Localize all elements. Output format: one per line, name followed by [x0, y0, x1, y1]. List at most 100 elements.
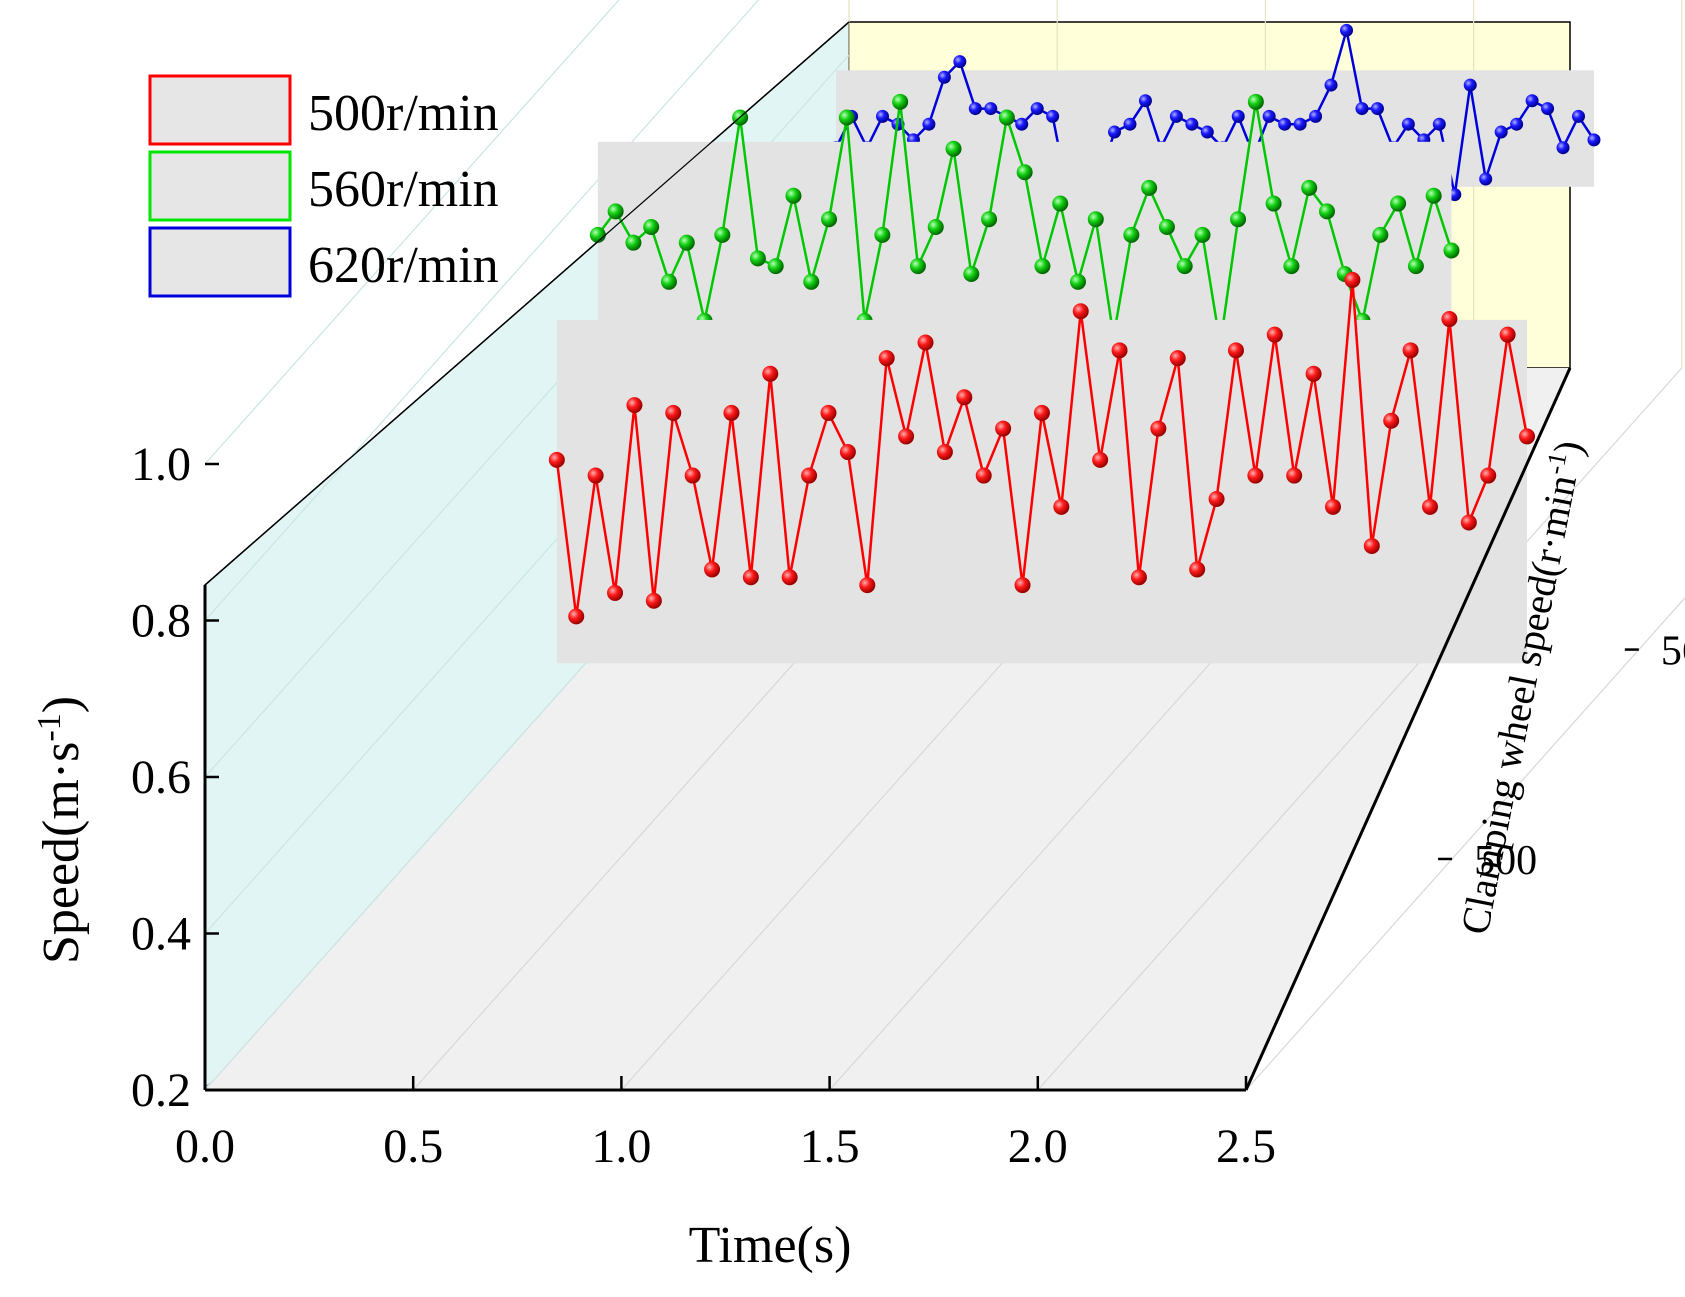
data-point [975, 467, 992, 484]
data-point [723, 404, 740, 421]
data-point [937, 70, 951, 84]
x-tick-label: 0.0 [175, 1120, 235, 1173]
z-tick-label: 500 [1474, 838, 1537, 884]
data-point [645, 592, 662, 609]
data-point [1158, 219, 1175, 236]
y-tick-label: 0.2 [131, 1064, 191, 1117]
data-point [1480, 467, 1497, 484]
floor-gridline [1037, 367, 1683, 1091]
y-tick-label: 0.8 [131, 595, 191, 648]
legend-label-620: 620r/min [308, 237, 499, 294]
data-point [1460, 514, 1477, 531]
data-point [625, 234, 642, 251]
data-point [1208, 491, 1225, 508]
data-point [1046, 109, 1060, 123]
data-point [1422, 498, 1439, 515]
data-point [917, 334, 934, 351]
data-point [762, 365, 779, 382]
legend-item-620[interactable]: 620r/min [148, 226, 499, 298]
data-point [626, 397, 643, 414]
data-point [1111, 342, 1128, 359]
data-point [1169, 350, 1186, 367]
legend-label-500: 500r/min [308, 85, 499, 142]
data-point [838, 109, 855, 126]
data-point [1363, 537, 1380, 554]
data-point [1016, 164, 1033, 181]
data-point [1189, 561, 1206, 578]
data-point [1344, 271, 1361, 288]
data-point [1169, 109, 1183, 123]
data-point [1247, 467, 1264, 484]
z-ticks: 500560620 [1438, 629, 1685, 884]
legend-label-560: 560r/min [308, 161, 499, 218]
data-point [1372, 226, 1389, 243]
data-point [956, 389, 973, 406]
data-point [1262, 109, 1276, 123]
legend-swatch-500 [148, 74, 292, 146]
data-point [892, 93, 909, 110]
data-point [968, 102, 982, 116]
data-point [587, 467, 604, 484]
data-point [1587, 133, 1601, 147]
x-ticks: 0.0 0.5 1.0 1.5 2.0 2.5 [175, 1076, 1276, 1173]
data-point [1293, 117, 1307, 131]
data-point [1230, 211, 1247, 228]
data-point [1070, 273, 1087, 290]
data-point [981, 211, 998, 228]
data-point [1052, 195, 1069, 212]
data-point [821, 211, 838, 228]
data-point [1479, 172, 1493, 186]
data-point [1556, 141, 1570, 155]
data-point [1499, 326, 1516, 343]
data-point [665, 404, 682, 421]
data-point [749, 250, 766, 267]
legend-item-500[interactable]: 500r/min [148, 74, 499, 146]
data-point [548, 451, 565, 468]
x-axis-title: Time(s) [689, 1217, 852, 1274]
data-point [643, 219, 660, 236]
series-layer [548, 23, 1601, 664]
data-point [1340, 23, 1354, 37]
data-point [742, 569, 759, 586]
data-point [1108, 125, 1122, 139]
data-point [1309, 109, 1323, 123]
data-point [1510, 117, 1524, 131]
data-point [1266, 326, 1283, 343]
series-line [834, 29, 1596, 204]
data-point [1185, 117, 1199, 131]
data-point [1463, 78, 1477, 92]
y-tick-label: 0.4 [131, 908, 191, 961]
y-axis-title-sup: -1 [31, 713, 68, 741]
legend-item-560[interactable]: 560r/min [148, 150, 499, 222]
data-point [1425, 187, 1442, 204]
data-point [945, 140, 962, 157]
data-point [878, 350, 895, 367]
back-top-edge [204, 21, 850, 586]
wall-gridline [204, 0, 620, 465]
data-point [1227, 342, 1244, 359]
data-point [998, 109, 1015, 126]
data-point [1265, 195, 1282, 212]
data-point [1318, 203, 1335, 220]
data-point [660, 273, 677, 290]
data-point [1401, 117, 1415, 131]
data-point [1383, 412, 1400, 429]
data-point [1443, 242, 1460, 259]
data-point [1034, 258, 1051, 275]
data-point [1278, 117, 1292, 131]
data-point [767, 258, 784, 275]
data-point [714, 226, 731, 243]
data-point [678, 234, 695, 251]
y-ticks: 0.2 0.4 0.6 0.8 1.0 [131, 438, 219, 1117]
data-point [1194, 226, 1211, 243]
data-point [1200, 125, 1214, 139]
series-panel [556, 319, 1528, 664]
data-point [859, 577, 876, 594]
data-point [1324, 78, 1338, 92]
data-point [963, 265, 980, 282]
data-point [1390, 195, 1407, 212]
data-point [898, 428, 915, 445]
data-point [1033, 404, 1050, 421]
y-axis-title: Speed(m·s-1) [31, 696, 90, 964]
